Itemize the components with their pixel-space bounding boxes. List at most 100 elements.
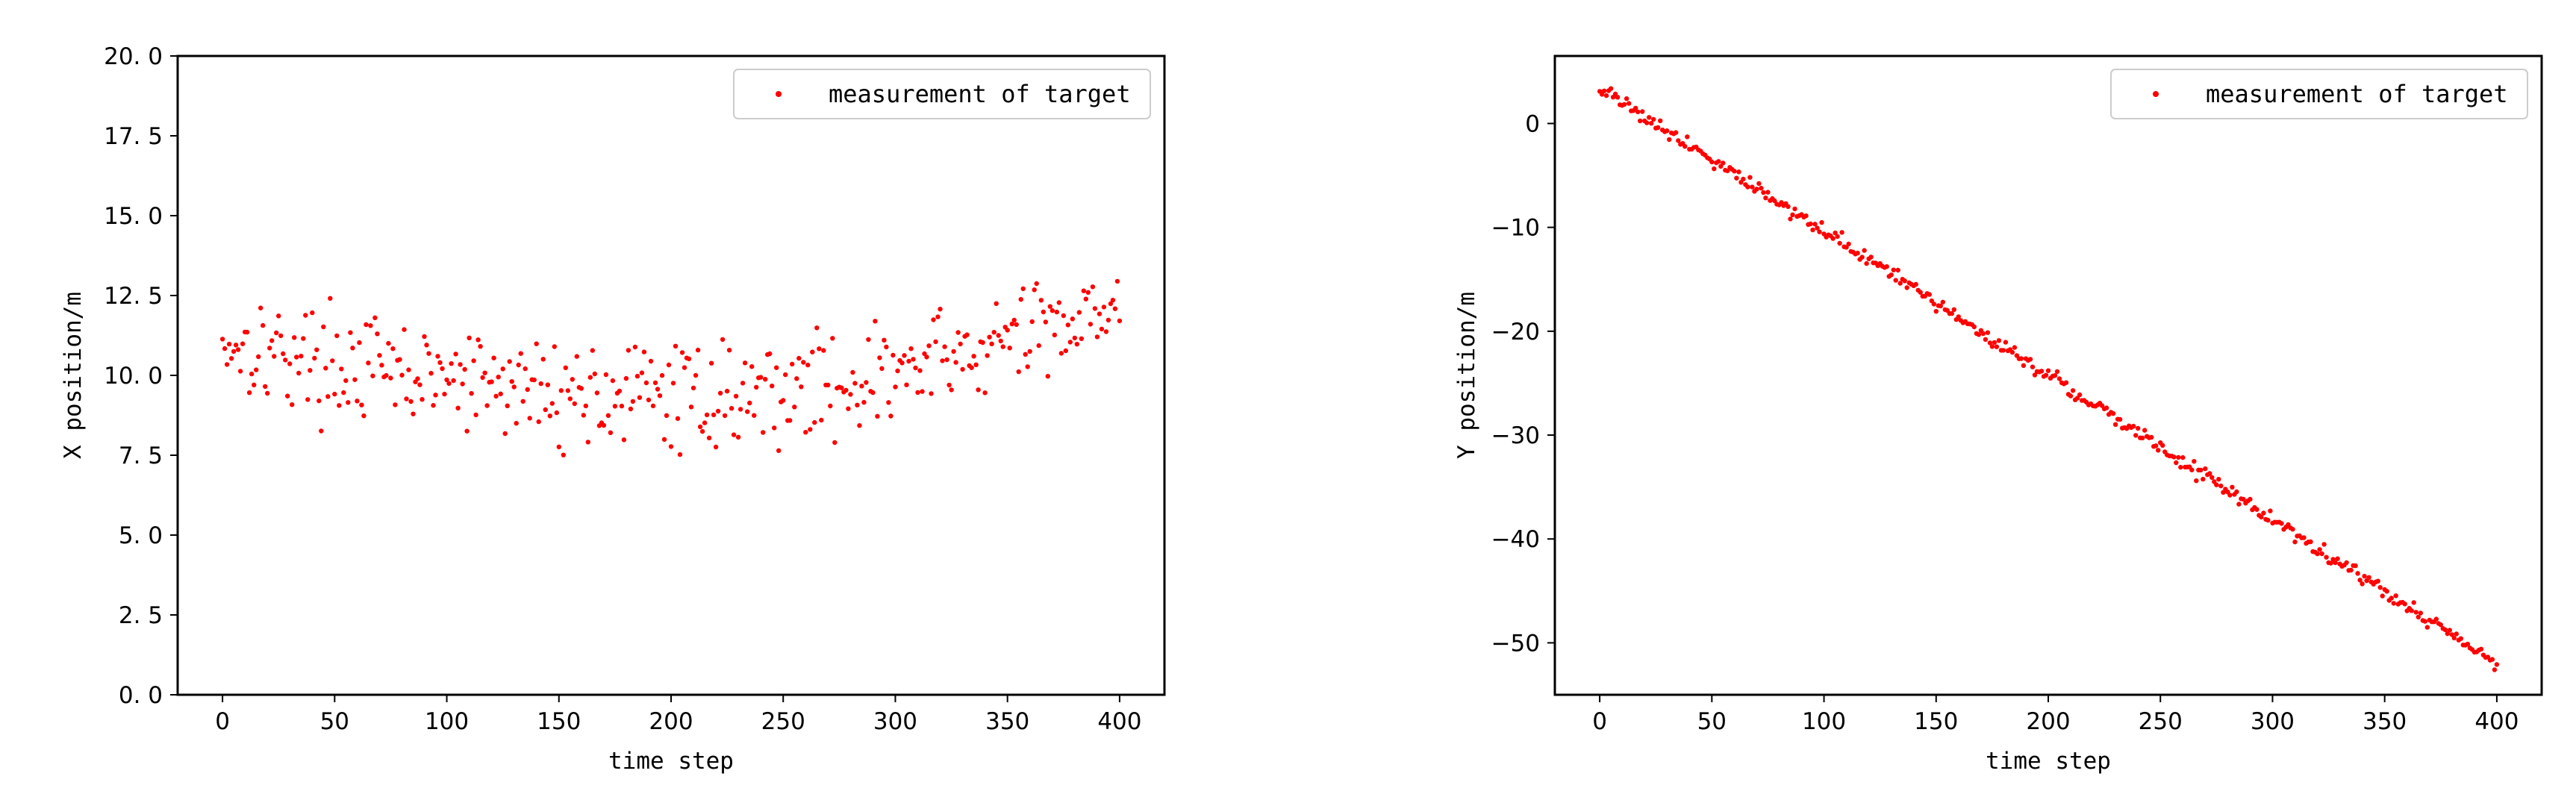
left-measurement-point [810,349,815,354]
left-measurement-point [547,413,552,419]
left-measurement-point [929,391,934,396]
right-measurement-point [2133,433,2139,438]
left-measurement-point [587,375,593,380]
left-measurement-point [339,366,344,372]
left-measurement-point [478,344,483,349]
left-measurement-point [491,355,496,360]
left-measurement-point [408,399,414,404]
left-measurement-point [801,360,806,365]
left-measurement-point [1007,346,1012,351]
left-measurement-point [715,408,721,414]
right-measurement-point [1627,101,1632,106]
right-measurement-point [2201,476,2206,482]
left-measurement-point [904,382,909,387]
left-measurement-point [792,404,797,410]
right-measurement-point [1913,281,1918,287]
right-measurement-point [2362,573,2367,579]
left-measurement-point [1032,287,1037,293]
right-measurement-point [1763,196,1768,201]
left-measurement-point [261,322,266,328]
right-y-tick-label: −10 [1491,215,1540,242]
left-measurement-point [328,296,333,301]
left-measurement-point [924,354,929,360]
right-measurement-point [1759,185,1764,191]
left-measurement-point [812,419,817,425]
left-measurement-point [711,412,717,418]
right-measurement-point [2348,567,2354,573]
left-measurement-point [366,360,371,366]
left-x-tick-label: 250 [761,708,805,735]
left-measurement-point [406,367,411,372]
right-x-tick-label: 0 [1592,708,1607,735]
left-measurement-point [717,390,723,396]
left-measurement-point [451,378,456,384]
right-measurement-point [1830,236,1836,241]
right-measurement-point [2366,575,2371,580]
right-measurement-point [2136,425,2141,431]
right-measurement-point [1647,115,1652,120]
right-measurement-point [2103,405,2109,410]
right-measurement-point [1633,105,1638,111]
right-measurement-point [2194,478,2199,484]
left-measurement-point [237,369,243,374]
right-measurement-point [1674,130,1679,135]
left-measurement-point [498,391,503,396]
right-measurement-point [1971,324,1977,330]
left-measurement-point [1099,326,1105,332]
right-measurement-point [2052,373,2058,378]
left-measurement-point [733,393,739,399]
left-measurement-point [505,403,510,408]
right-measurement-point [1819,219,1824,225]
right-measurement-point [2236,501,2242,507]
left-measurement-point [435,354,440,359]
right-measurement-point [2056,376,2062,381]
left-measurement-point [397,357,402,362]
left-measurement-point [334,333,340,339]
left-measurement-point [1045,374,1051,379]
left-measurement-point [626,348,631,353]
right-measurement-point [2234,489,2239,495]
right-measurement-point [1635,109,1641,115]
right-measurement-point [1837,240,1842,246]
left-measurement-point [987,334,992,340]
left-measurement-point [283,357,288,363]
left-y-tick-label: 15. 0 [104,203,163,230]
left-measurement-point [747,400,752,406]
left-measurement-point [536,419,541,425]
left-measurement-point [361,413,367,419]
left-measurement-point [384,372,389,378]
left-measurement-point [502,431,508,437]
left-measurement-point [314,347,319,352]
left-measurement-point [664,413,670,418]
right-measurement-point [1644,120,1650,125]
left-measurement-point [359,402,364,407]
right-x-tick-label: 400 [2474,708,2519,735]
left-measurement-point [697,424,703,430]
left-measurement-point [679,350,685,355]
right-measurement-point [2409,608,2414,613]
left-measurement-point [278,333,284,339]
left-measurement-point [1050,308,1055,313]
left-measurement-point [1023,351,1028,357]
left-measurement-point [440,366,445,372]
left-measurement-point [648,358,654,364]
right-measurement-point [1772,198,1777,204]
right-points [1597,86,2500,672]
left-measurement-point [431,403,436,408]
left-measurement-point [850,369,855,375]
left-measurement-point [690,385,696,391]
left-measurement-point [578,386,584,391]
left-measurement-point [713,444,719,450]
right-measurement-point [2156,448,2161,453]
right-measurement-point [2315,551,2320,557]
left-measurement-point [567,396,573,401]
right-measurement-point [1599,92,1605,97]
left-measurement-point [982,390,988,396]
right-measurement-point [2045,368,2051,373]
left-measurement-point [724,388,730,394]
left-measurement-point [422,334,427,340]
left-measurement-point [265,390,270,396]
left-measurement-point [839,385,844,390]
left-measurement-point [953,360,958,365]
left-measurement-point [545,382,550,387]
